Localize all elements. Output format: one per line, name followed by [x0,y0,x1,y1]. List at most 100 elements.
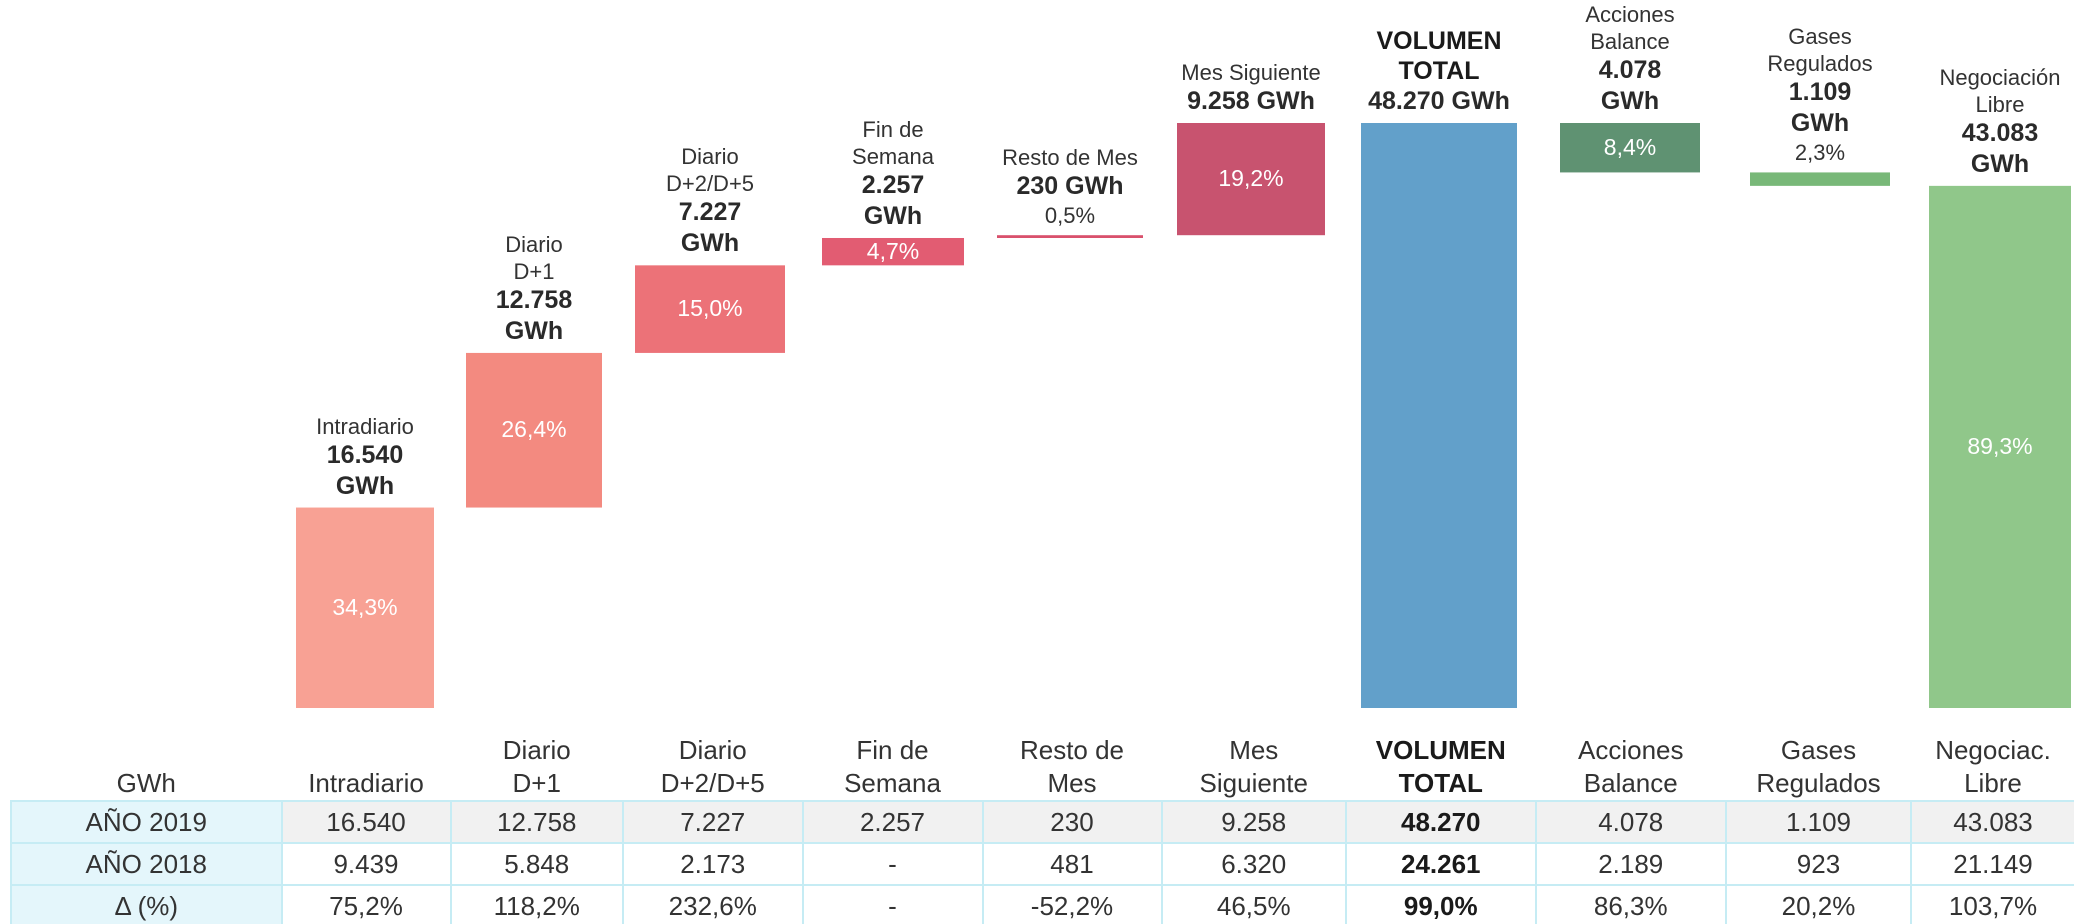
share-label: 0,5% [1044,203,1096,229]
header-cell: GWh [116,768,176,798]
table-cell: 6.320 [1160,842,1347,886]
bar-label: Fin de Semana 2.257 GWh [783,116,1003,232]
bar-label: VOLUMEN TOTAL 48.270 GWh [1329,26,1549,117]
table-cell: 99,0% [1345,884,1537,924]
bar-label: Intradiario 16.540 GWh [255,413,475,502]
share-label: 89,3% [1967,432,2033,459]
table-cell: 103,7% [1910,884,2074,924]
bar-label: Negociación Libre 43.083 GWh [1890,64,2074,180]
share-label: 8,4% [1603,133,1657,160]
table-cell: 9.258 [1160,800,1347,844]
table-cell: 24.261 [1345,842,1537,886]
table-row: AÑO 2018 9.439 5.848 2.173-481 6.320 24.261 2.… [10,842,2074,886]
table-cell: 1.109 [1725,800,1912,844]
value-label: 4.078 GWh [1598,56,1662,115]
share-label: 26,4% [501,416,567,443]
table-cell: 923 [1725,842,1912,886]
share-label: 2,3% [1794,140,1846,166]
table-cell: 4.078 [1534,800,1727,844]
category-label: Acciones Balance [1585,2,1675,54]
table-cell: Δ (%) [10,884,283,924]
table-cell: 46,5% [1160,884,1347,924]
bar [1177,123,1325,236]
header-cell: Fin de Semana [844,735,941,798]
table-cell: 43.083 [1910,800,2074,844]
value-label: 230 GWh [1016,172,1124,201]
table-cell: 2.189 [1534,842,1727,886]
bar [296,507,434,708]
table-cell: 230 [981,800,1163,844]
share-label: 15,0% [677,295,743,322]
share-label: 34,3% [332,593,398,620]
header-cell: Resto de Mes [1019,735,1125,798]
data-table: GWh Intradiario Diario D+1 Diario D+2/D+5 Fi… [10,734,2074,924]
table-cell: 20,2% [1725,884,1912,924]
bar [1560,123,1700,173]
bar-label: Diario D+2/D+5 7.227 GWh [600,143,820,259]
table-cell: 7.227 [622,800,804,844]
bar-label: Diario D+1 12.758 GWh [424,231,644,347]
table-cell: 48.270 [1345,800,1537,844]
header-cell: Intradiario [308,768,424,798]
share-label: 4,7% [866,237,920,264]
table-row: Δ (%) 75,2% 118,2% 232,6% - -52,2% 46,5% 99,0% 8… [10,884,2074,924]
value-label: 1.109 GWh [1788,78,1852,138]
table-cell: -52,2% [981,884,1163,924]
table-cell: 2.173 [622,842,804,886]
header-row: GWh Intradiario Diario D+1 Diario D+2/D+5 Fi… [11,734,2074,801]
header-cell: Acciones Balance [1578,735,1684,798]
table-cell: - [801,884,984,924]
table-cell: 75,2% [280,884,452,924]
bar [1929,185,2071,708]
category-label: Fin de Semana [852,117,934,169]
header-cell: VOLUMEN TOTAL [1375,735,1506,798]
value-label: 7.227 GWh [678,198,742,258]
value-label: 43.083 GWh [1961,118,2039,178]
bar [997,235,1143,238]
value-label: 9.258 GWh [1187,87,1315,115]
category-label: Gases Regulados [1767,24,1873,77]
bar [822,237,964,266]
header-cell: Diario D+2/D+5 [660,735,765,798]
value-label: 48.270 GWh [1368,87,1510,115]
table-cell: 86,3% [1534,884,1727,924]
bar [466,352,602,508]
bar-label: Mes Siguiente 9.258 GWh [1141,59,1361,117]
table-cell: AÑO 2018 [10,842,283,886]
category-label: Resto de Mes [1002,145,1138,171]
category-label: Negociación Libre [1939,64,2061,117]
category-label: Diario D+1 [505,231,563,284]
category-label: Mes Siguiente [1181,60,1321,85]
table-cell: 21.149 [1910,842,2074,886]
bar-label: Acciones Balance 4.078 GWh [1520,1,1740,117]
category-label: Intradiario [316,413,414,439]
bar-label: Resto de Mes 230 GWh 0,5% [960,144,1180,229]
header-cell: Gases Regulados [1756,735,1881,798]
table-cell: 118,2% [449,884,624,924]
header-cell: Diario D+1 [502,735,571,798]
category-label: Diario D+2/D+5 [665,144,755,197]
share-label: 19,2% [1218,165,1284,192]
table-cell: 12.758 [449,800,624,844]
table-cell: 232,6% [622,884,804,924]
header-cell: Mes Siguiente [1199,735,1308,798]
table-cell: 5.848 [449,842,624,886]
table-cell: 481 [981,842,1163,886]
table-cell: 16.540 [280,800,452,844]
table-cell: 9.439 [280,842,452,886]
value-label: 16.540 GWh [326,440,404,500]
bar [635,265,785,353]
value-label: 2.257 GWh [861,171,925,230]
bar [1361,123,1517,708]
table-cell: 2.257 [801,800,984,844]
table-cell: - [801,842,984,886]
bar-label: Gases Regulados 1.109 GWh 2,3% [1710,23,1930,166]
bar [1750,172,1890,186]
table-row: AÑO 2019 16.540 12.758 7.227 2.257 230 9.258 48… [10,800,2074,844]
header-cell: Negociac. Libre [1935,735,2051,798]
table-cell: AÑO 2019 [10,800,283,844]
value-label: 12.758 GWh [495,285,573,345]
category-label: VOLUMEN TOTAL [1376,27,1502,85]
